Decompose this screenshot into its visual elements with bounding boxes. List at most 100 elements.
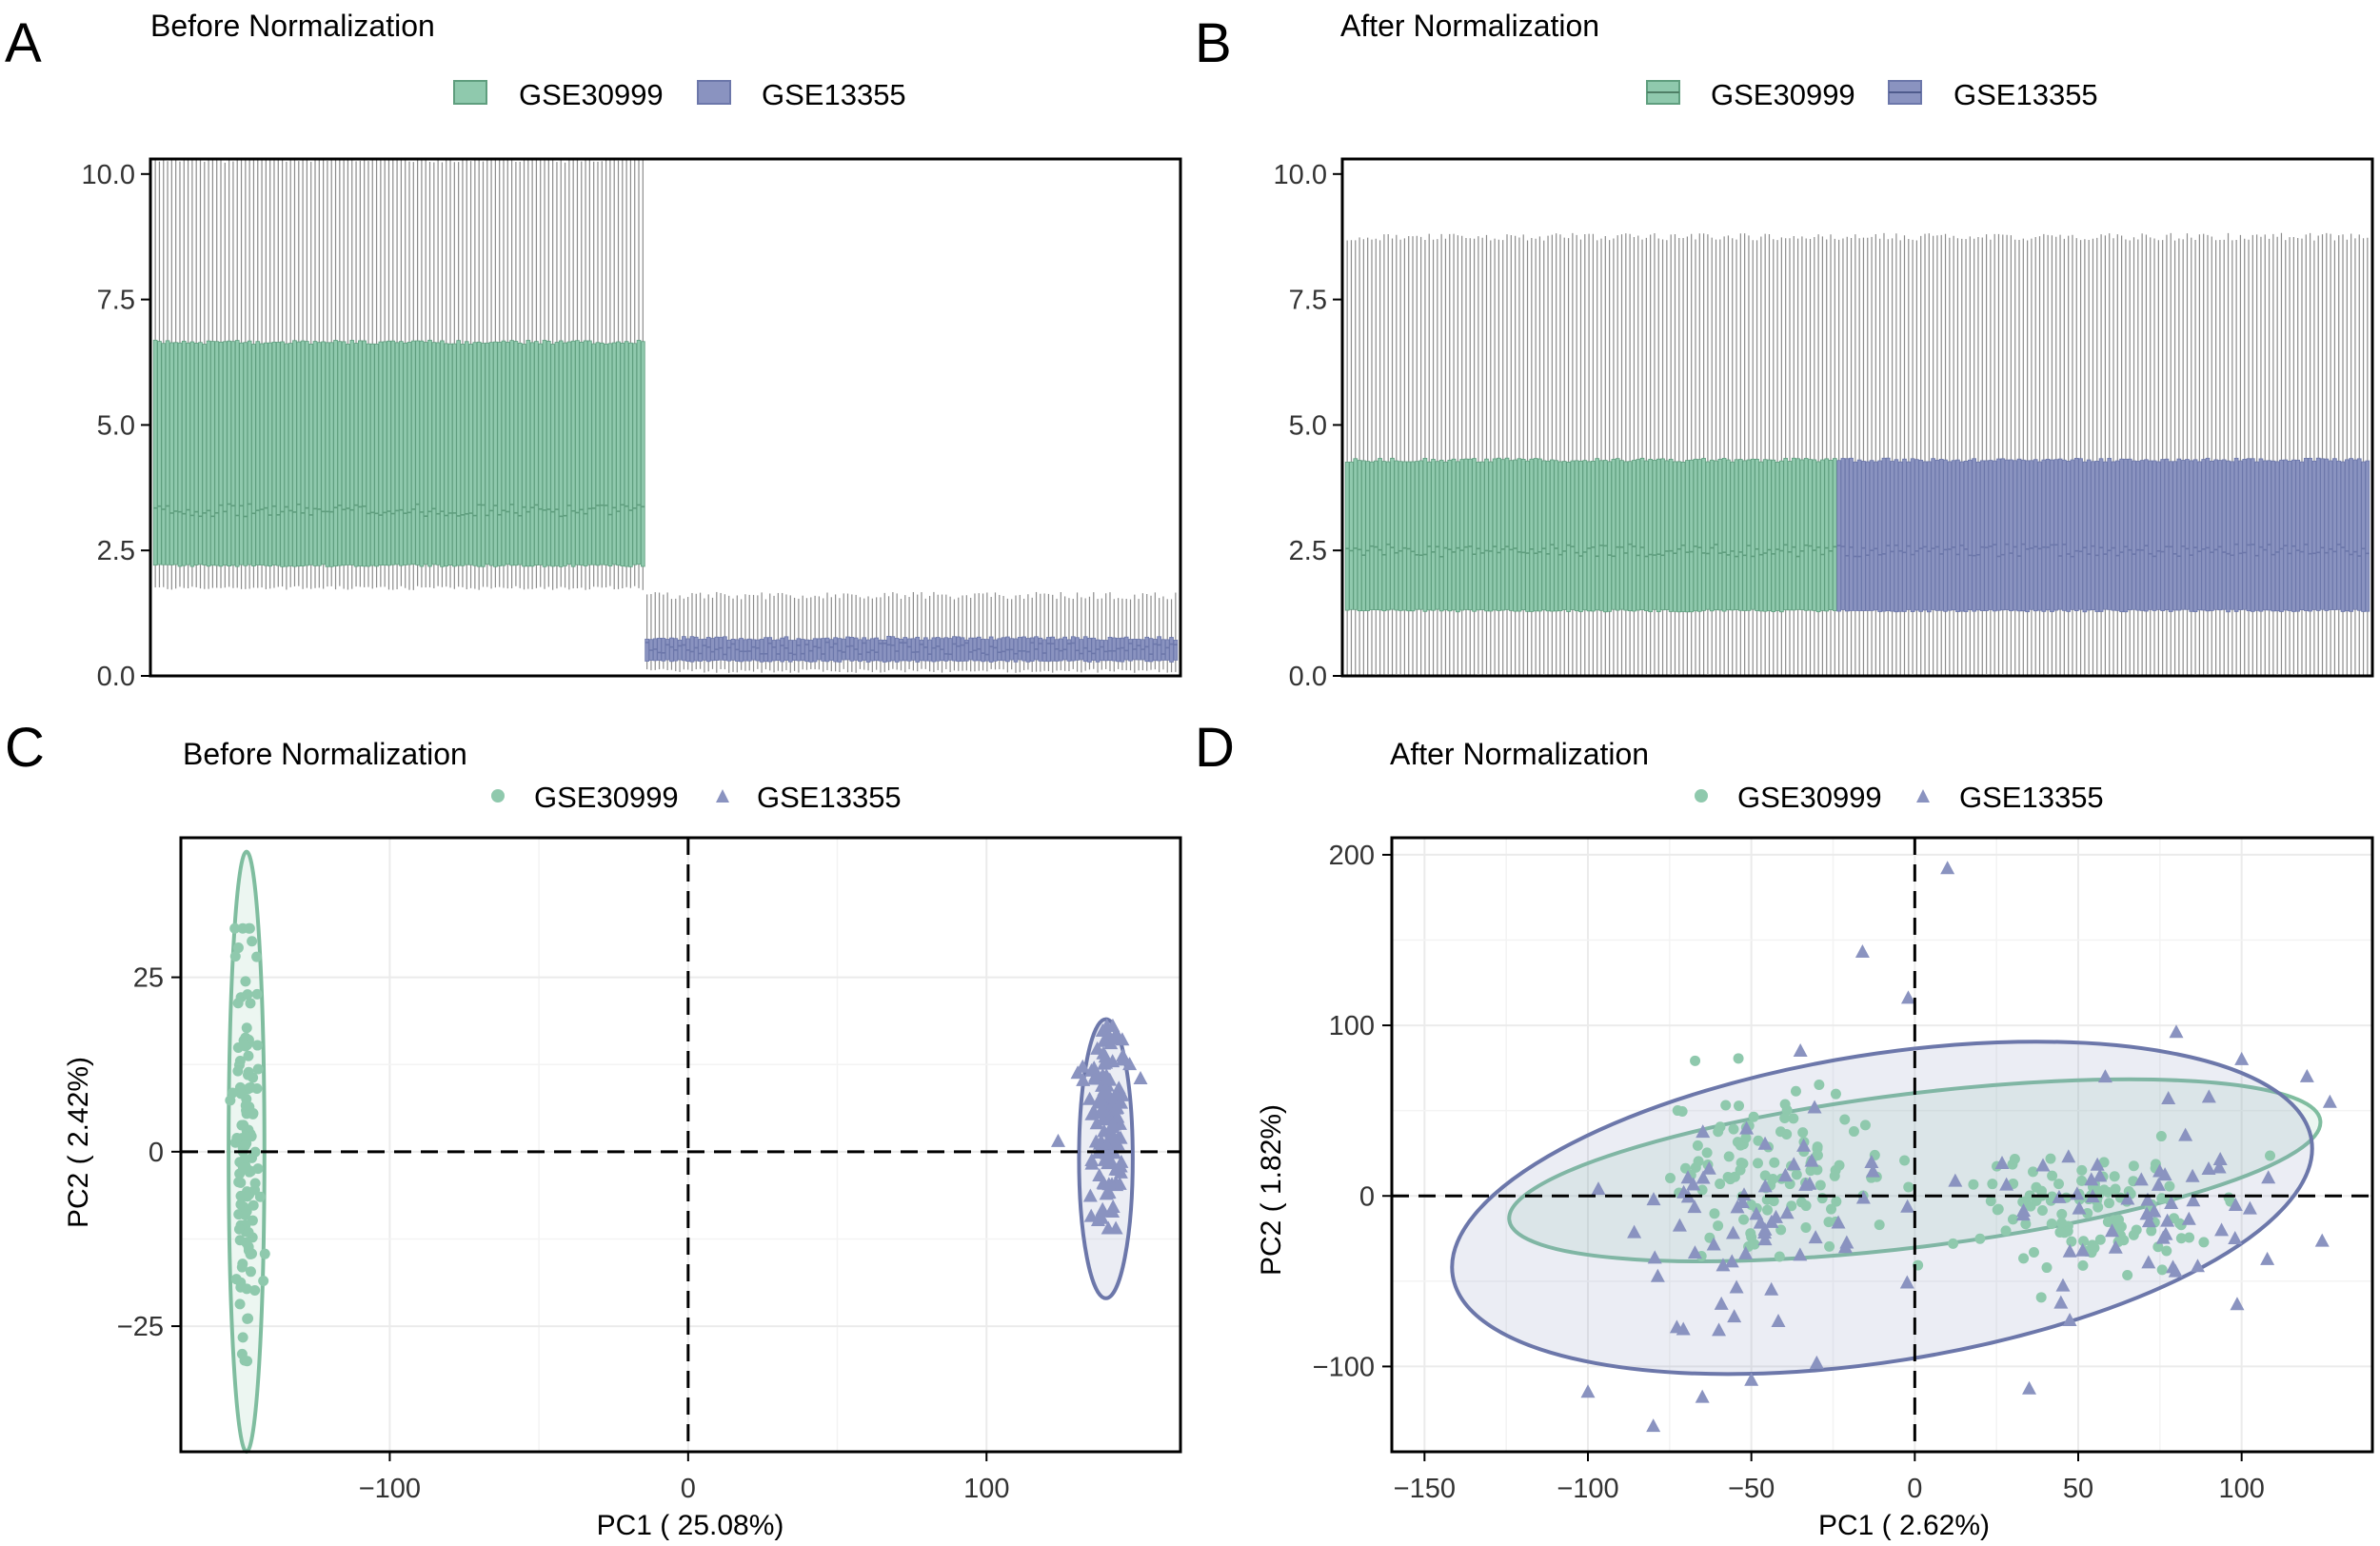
box-gse13355 <box>2258 458 2264 612</box>
point-gse13355 <box>2161 1090 2176 1104</box>
panel-letter-d: D <box>1195 717 1235 779</box>
point-gse13355 <box>2139 1206 2154 1220</box>
point-gse13355 <box>1716 1258 1731 1272</box>
box-gse30999 <box>1566 462 1571 612</box>
box-gse30999 <box>620 343 625 567</box>
point-gse13355 <box>1714 1296 1729 1310</box>
box-gse30999 <box>374 343 379 567</box>
box-gse30999 <box>636 340 642 565</box>
box-gse30999 <box>1508 460 1514 611</box>
point-gse30999 <box>1676 1106 1688 1118</box>
box-gse13355 <box>1959 461 1965 612</box>
point-gse30999 <box>249 1284 261 1296</box>
box-gse13355 <box>759 638 764 663</box>
point-gse30999 <box>2103 1198 2114 1209</box>
point-gse13355 <box>2062 1312 2077 1326</box>
box-gse13355 <box>981 638 985 663</box>
x-tick-label: 50 <box>2063 1474 2093 1504</box>
point-gse13355 <box>1687 1245 1702 1259</box>
box-gse30999 <box>485 342 490 565</box>
box-gse13355 <box>2094 460 2100 612</box>
box-gse13355 <box>1148 638 1154 663</box>
box-gse13355 <box>993 639 998 662</box>
point-gse30999 <box>243 1227 254 1239</box>
point-gse30999 <box>2152 1241 2164 1253</box>
box-gse30999 <box>1750 458 1755 610</box>
box-gse30999 <box>587 340 592 565</box>
box-gse13355 <box>1013 638 1019 663</box>
point-gse30999 <box>1968 1179 1979 1190</box>
box-gse13355 <box>710 638 715 662</box>
box-gse13355 <box>1095 639 1101 663</box>
point-gse30999 <box>2028 1166 2039 1178</box>
point-gse30999 <box>241 1131 252 1142</box>
box-gse13355 <box>2176 458 2182 611</box>
box-gse13355 <box>2082 461 2088 613</box>
point-gse30999 <box>1974 1233 1986 1244</box>
box-gse13355 <box>2078 458 2083 610</box>
point-gse13355 <box>1994 1155 2010 1169</box>
point-gse30999 <box>2102 1186 2113 1198</box>
point-gse13355 <box>1101 1156 1116 1170</box>
point-gse13355 <box>2234 1051 2250 1065</box>
point-gse13355 <box>1686 1177 1701 1191</box>
point-gse13355 <box>1807 1100 1822 1114</box>
box-gse30999 <box>1648 459 1653 613</box>
point-gse13355 <box>1113 1159 1128 1173</box>
box-gse30999 <box>497 342 503 566</box>
box-gse13355 <box>2016 458 2022 612</box>
point-gse30999 <box>1762 1204 1774 1216</box>
point-gse13355 <box>2164 1195 2179 1209</box>
point-gse13355 <box>1764 1214 1779 1228</box>
box-gse30999 <box>1402 461 1407 611</box>
box-gse13355 <box>2221 459 2227 610</box>
box-gse30999 <box>464 341 469 565</box>
point-gse13355 <box>2090 1157 2105 1171</box>
box-gse13355 <box>764 637 768 663</box>
box-gse13355 <box>824 637 830 663</box>
box-gse13355 <box>943 637 949 662</box>
box-gse30999 <box>410 340 416 565</box>
point-gse13355 <box>1809 1355 1824 1369</box>
box-gse13355 <box>865 639 871 663</box>
box-gse30999 <box>1721 458 1727 612</box>
box-gse13355 <box>1906 461 1912 610</box>
box-gse13355 <box>689 636 695 663</box>
point-gse13355 <box>1099 1145 1114 1160</box>
point-gse30999 <box>2066 1236 2077 1247</box>
box-gse13355 <box>2226 460 2231 613</box>
box-gse13355 <box>677 639 683 661</box>
point-gse30999 <box>1788 1113 1799 1124</box>
box-gse13355 <box>828 639 834 661</box>
point-gse30999 <box>2146 1225 2157 1237</box>
box-gse30999 <box>419 340 425 567</box>
point-gse13355 <box>1695 1389 1710 1403</box>
point-gse13355 <box>2061 1149 2076 1163</box>
box-gse30999 <box>1668 458 1674 612</box>
box-gse13355 <box>952 636 957 662</box>
box-gse13355 <box>1046 637 1051 663</box>
box-gse30999 <box>550 344 555 567</box>
box-gse13355 <box>2152 460 2157 611</box>
box-gse13355 <box>1062 636 1067 661</box>
box-gse30999 <box>366 343 371 567</box>
box-gse13355 <box>2192 459 2198 613</box>
box-gse13355 <box>2013 460 2018 611</box>
box-gse30999 <box>1406 461 1412 612</box>
box-gse13355 <box>947 638 953 661</box>
box-gse13355 <box>2320 458 2325 610</box>
box-gse30999 <box>1828 460 1834 610</box>
box-gse30999 <box>1664 460 1670 610</box>
point-gse30999 <box>233 1223 245 1235</box>
point-gse30999 <box>251 988 263 1000</box>
y-tick-label: −25 <box>117 1312 164 1342</box>
point-gse13355 <box>2158 1226 2173 1240</box>
box-gse30999 <box>218 341 224 567</box>
point-gse13355 <box>1101 1220 1116 1235</box>
point-gse30999 <box>1824 1240 1835 1252</box>
point-gse30999 <box>247 936 258 947</box>
box-gse30999 <box>558 340 564 567</box>
point-gse30999 <box>2056 1208 2068 1219</box>
box-gse13355 <box>645 638 649 662</box>
box-gse13355 <box>2295 459 2301 612</box>
